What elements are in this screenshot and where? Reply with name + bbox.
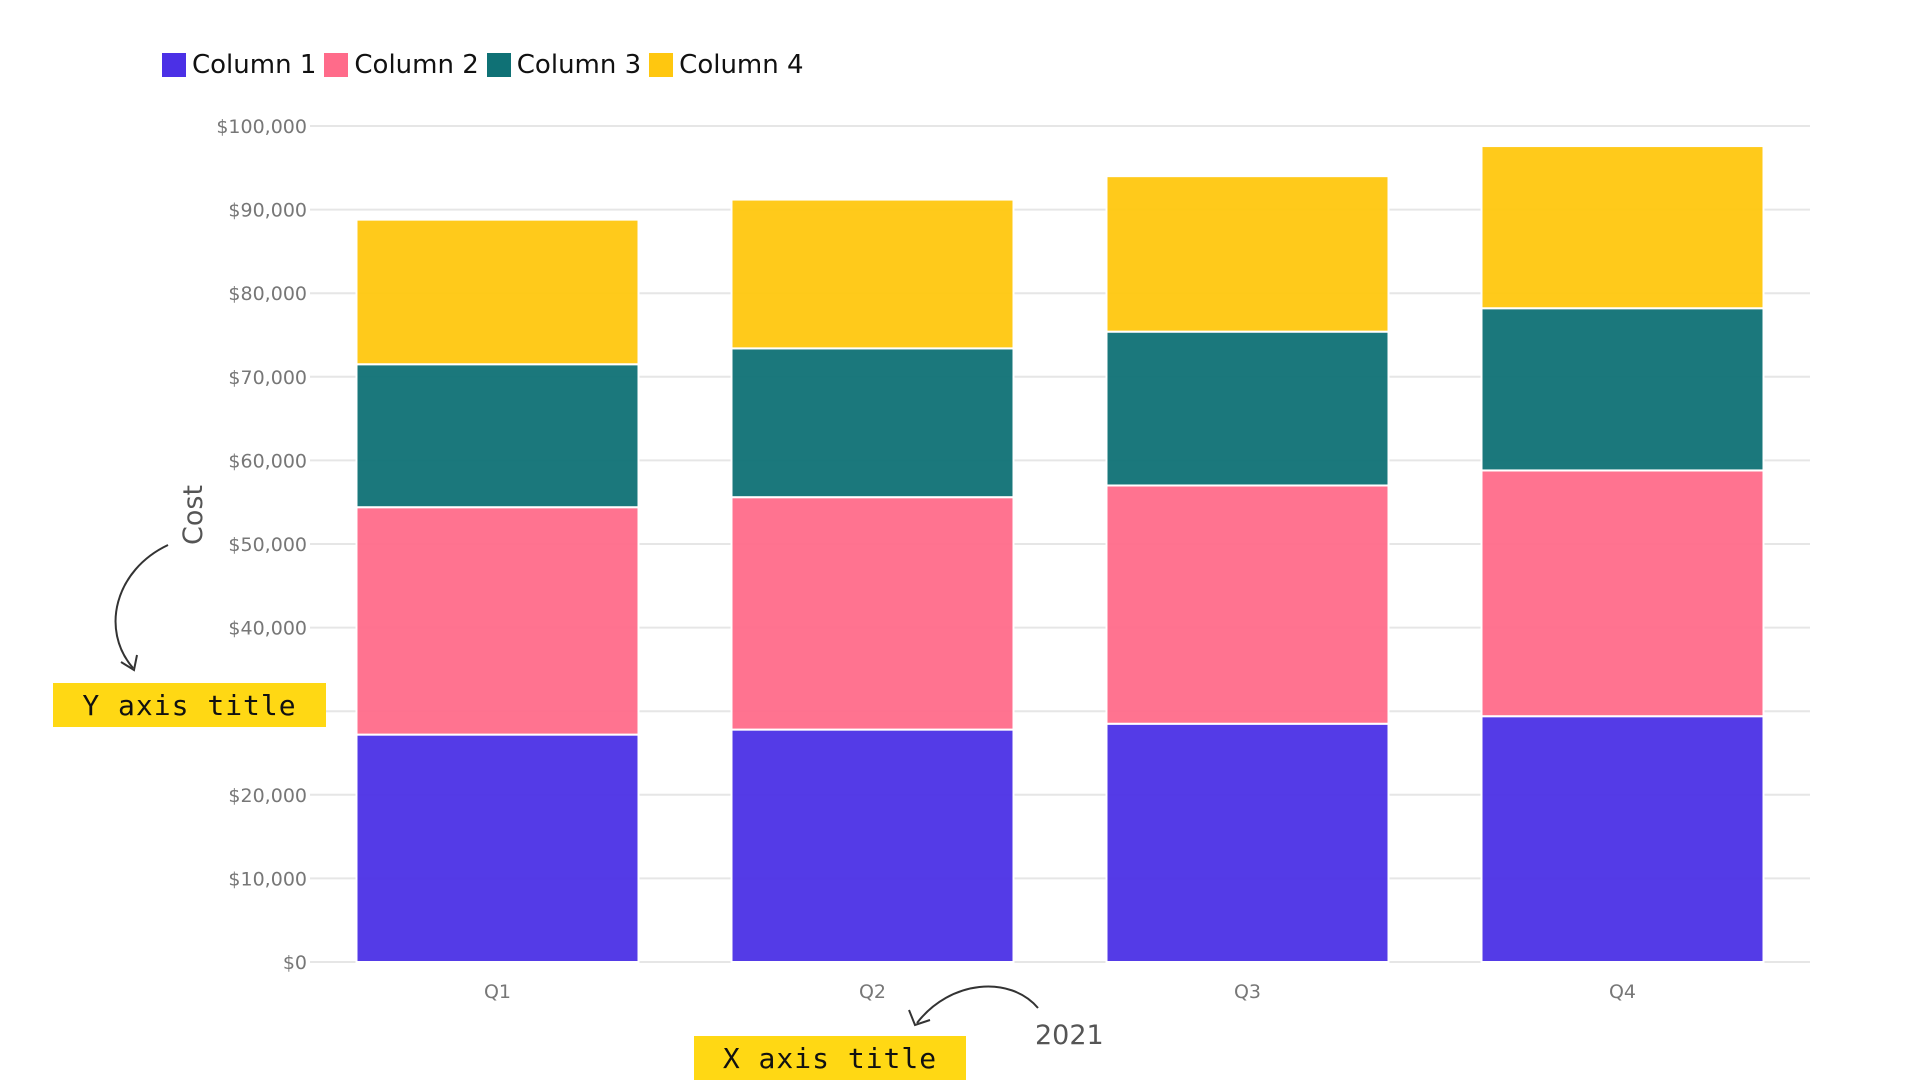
x-axis-callout: X axis title (694, 1036, 966, 1080)
y-tick-label: $40,000 (228, 618, 307, 640)
x-tick-label: Q4 (1609, 981, 1636, 1003)
y-tick-label: $90,000 (228, 200, 307, 222)
legend-item: Column 4 (649, 50, 804, 80)
bar-q4-series-4 (1480, 145, 1765, 310)
bar-q1-series-2 (355, 506, 640, 736)
legend-label: Column 1 (192, 50, 317, 80)
legend-item: Column 1 (162, 50, 316, 80)
y-tick-labels: $0$10,000$20,000$30,000$40,000$50,000$60… (216, 116, 307, 974)
legend-swatch (486, 53, 511, 77)
y-axis-title: Cost (178, 484, 209, 545)
bar-q3-series-3 (1105, 330, 1390, 487)
bar-q4-series-2 (1480, 469, 1765, 718)
bar-q4-series-1 (1480, 715, 1765, 963)
legend-label: Column 4 (679, 50, 804, 80)
legend-swatch (324, 53, 349, 77)
bar-q3-series-1 (1105, 722, 1390, 963)
y-tick-label: $100,000 (216, 116, 307, 138)
bar-q3-series-4 (1105, 175, 1390, 333)
bar-q4-series-3 (1480, 307, 1765, 472)
y-annotation-arrowhead (120, 654, 138, 672)
legend-swatch (649, 53, 674, 77)
bar-q2-series-2 (730, 496, 1015, 731)
y-tick-label: $20,000 (228, 785, 307, 807)
legend-swatch (162, 53, 186, 77)
legend-label: Column 3 (516, 50, 642, 80)
y-tick-label: $50,000 (228, 534, 307, 556)
x-tick-labels: Q1 Q2 Q3 Q4 (484, 981, 1636, 1003)
y-tick-label: $70,000 (228, 367, 307, 389)
bar-q3-series-2 (1105, 484, 1390, 725)
x-tick-label: Q2 (859, 981, 886, 1003)
bars (355, 145, 1765, 963)
x-annotation-arrowhead (908, 1009, 931, 1027)
bar-q1-series-4 (355, 218, 640, 366)
x-tick-label: Q3 (1234, 981, 1261, 1003)
legend-item: Column 2 (324, 50, 479, 80)
bar-q2-series-1 (730, 728, 1015, 963)
bar-q2-series-4 (730, 198, 1015, 350)
annotation-arrows (114, 544, 1039, 1027)
y-tick-label: $80,000 (228, 283, 307, 305)
x-tick-label: Q1 (484, 981, 511, 1003)
legend-label: Column 2 (354, 50, 479, 80)
legend: Column 1 Column 2 Column 3 Column 4 (162, 50, 812, 80)
y-tick-label: $10,000 (228, 868, 307, 890)
y-tick-label: $60,000 (228, 450, 307, 472)
y-annotation-arrow (114, 544, 169, 669)
y-tick-label: $0 (283, 952, 307, 974)
y-axis-callout: Y axis title (53, 683, 326, 727)
bar-q2-series-3 (730, 347, 1015, 499)
x-annotation-arrow (916, 985, 1039, 1024)
legend-item: Column 3 (486, 50, 642, 80)
bar-q1-series-1 (355, 733, 640, 963)
bar-q1-series-3 (355, 363, 640, 509)
x-axis-title: 2021 (1035, 1020, 1104, 1051)
